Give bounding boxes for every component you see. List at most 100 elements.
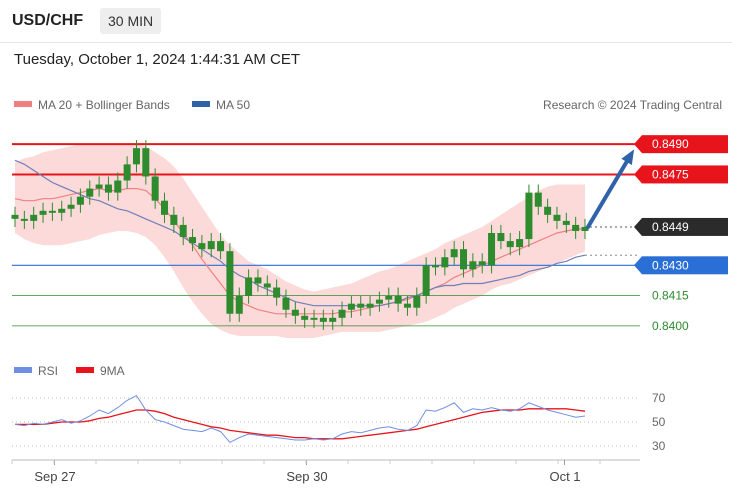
rsi-legend-label: RSI xyxy=(38,364,58,378)
level-0-8449-badge xyxy=(642,217,728,236)
bollinger-band-layer xyxy=(15,144,585,338)
rsi-ma-legend-label: 9MA xyxy=(100,364,125,378)
rsi-line xyxy=(14,394,586,444)
rsi-tick-70: 70 xyxy=(652,391,666,405)
candle-body xyxy=(469,261,477,270)
level-0-8415-label: 0.8415 xyxy=(652,289,689,303)
candle-body xyxy=(132,148,140,165)
candle-body xyxy=(329,317,337,322)
candle-body xyxy=(525,192,533,240)
candle-body xyxy=(48,210,56,213)
copyright-text: Research © 2024 Trading Central xyxy=(543,98,722,112)
candle-body xyxy=(572,224,580,231)
candle-body xyxy=(366,303,374,308)
candle-body xyxy=(553,214,561,221)
candle-body xyxy=(235,295,243,314)
x-tick-label: Sep 30 xyxy=(286,469,327,484)
candle-body xyxy=(161,200,169,215)
candle-body xyxy=(385,295,393,300)
candle-body xyxy=(562,220,570,225)
level-0-8475-badge xyxy=(642,165,728,184)
candle-body xyxy=(189,237,197,244)
level-0-8430-badge-tip xyxy=(634,256,642,275)
header-bar: USD/CHF 30 MIN xyxy=(0,0,732,43)
projection-arrow-shaft xyxy=(586,154,632,229)
candle-body xyxy=(11,214,19,219)
projection-arrow-layer xyxy=(586,149,635,229)
candle-body xyxy=(413,295,421,308)
candle-body xyxy=(217,241,225,252)
candle-body xyxy=(497,233,505,242)
symbol-title: USD/CHF xyxy=(12,12,84,29)
price-level-layer xyxy=(12,143,640,327)
rsi-tick-30: 30 xyxy=(652,439,666,453)
candle-body xyxy=(20,218,28,221)
candle-body xyxy=(291,309,299,316)
chart-datetime: Tuesday, October 1, 2024 1:44:31 AM CET xyxy=(14,51,300,68)
candle-body xyxy=(273,287,281,298)
x-tick-label: Sep 27 xyxy=(34,469,75,484)
candle-body xyxy=(506,241,514,248)
candle-body xyxy=(301,315,309,320)
candle-body xyxy=(142,148,150,177)
candle-body xyxy=(516,239,524,248)
candle-body xyxy=(179,224,187,238)
candle-body xyxy=(114,180,122,193)
level-0-8430-label: 0.8430 xyxy=(652,258,689,272)
ma20-legend-swatch xyxy=(14,101,32,107)
candle-body xyxy=(534,192,542,207)
candle-body xyxy=(310,317,318,320)
level-0-8490-badge xyxy=(642,135,728,154)
candle-body xyxy=(403,303,411,308)
candle-body xyxy=(375,299,383,304)
rsi-legend-swatch xyxy=(14,367,32,373)
candle-body xyxy=(39,210,47,215)
level-0-8490-label: 0.8490 xyxy=(652,137,689,151)
level-0-8449-badge-tip xyxy=(634,217,642,236)
level-0-8475-badge-tip xyxy=(634,165,642,184)
candle-body xyxy=(207,241,215,250)
candle-body xyxy=(347,303,355,310)
candle-body xyxy=(338,309,346,318)
candle-body xyxy=(441,257,449,268)
candle-body xyxy=(478,261,486,266)
rsi-panel: 70 50 30 xyxy=(12,391,666,453)
level-0-8490-badge-tip xyxy=(634,135,642,154)
rsi-tick-50: 50 xyxy=(652,415,666,429)
level-0-8475-label: 0.8475 xyxy=(652,167,689,181)
candle-body xyxy=(319,317,327,322)
candle-body xyxy=(450,249,458,258)
candle-body xyxy=(488,233,496,266)
candle-body xyxy=(95,184,103,189)
ma50-legend-swatch xyxy=(192,101,210,107)
x-tick-label: Oct 1 xyxy=(549,469,580,484)
candle-body xyxy=(123,164,131,181)
candle-body xyxy=(245,277,253,296)
candle-body xyxy=(58,208,66,213)
candle-body xyxy=(394,295,402,304)
rsi-ma-line xyxy=(15,408,586,440)
candle-body xyxy=(226,251,234,314)
price-label-layer: 0.8490 0.8475 0.8449 0.8430 0.8415 0.8400 xyxy=(634,135,728,333)
candle-body xyxy=(422,265,430,296)
candle-body xyxy=(198,243,206,250)
candle-body xyxy=(357,303,365,308)
ma50-line xyxy=(14,159,586,307)
candle-layer xyxy=(11,140,589,330)
rsi-ma-legend-swatch xyxy=(76,367,94,373)
candle-body xyxy=(151,176,159,201)
timeframe-badge[interactable]: 30 MIN xyxy=(100,8,162,34)
projection-arrow-head xyxy=(621,149,635,166)
candle-body xyxy=(30,214,38,221)
ma20-legend-label: MA 20 + Bollinger Bands xyxy=(38,98,170,112)
candle-body xyxy=(460,249,468,270)
candle-body xyxy=(104,184,112,193)
candle-body xyxy=(282,297,290,310)
level-0-8400-label: 0.8400 xyxy=(652,319,689,333)
bollinger-band xyxy=(15,144,585,338)
level-0-8430-badge xyxy=(642,256,728,275)
candle-body xyxy=(431,265,439,268)
candle-body xyxy=(263,283,271,288)
candle-body xyxy=(581,226,589,231)
